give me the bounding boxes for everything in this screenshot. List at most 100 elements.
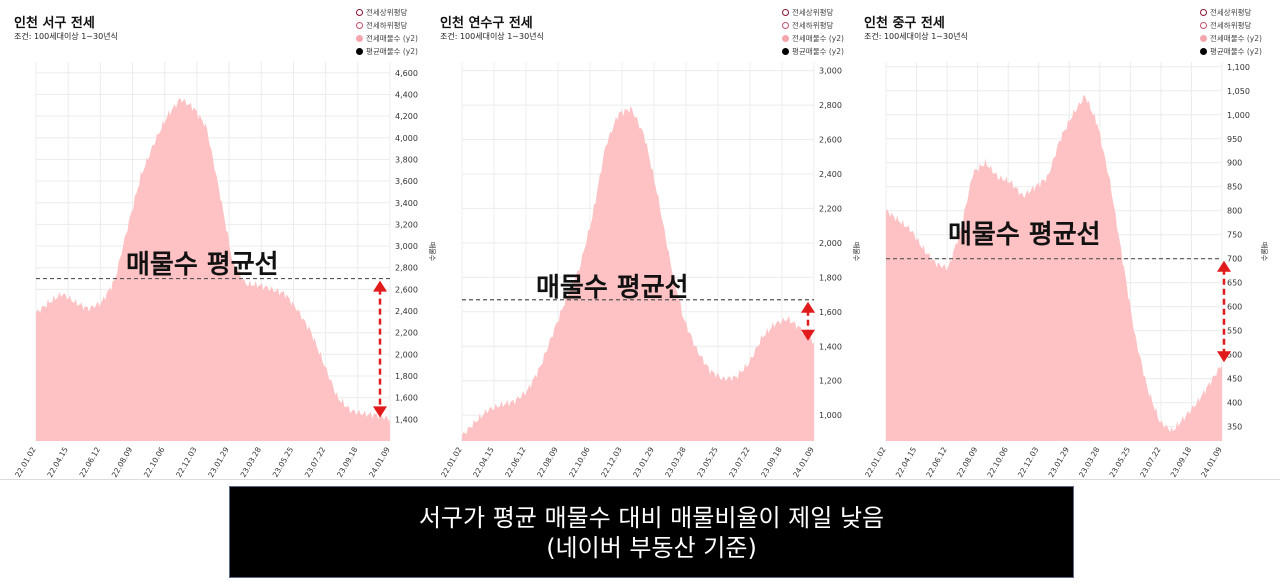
y-tick-label: 850 <box>1227 183 1242 192</box>
y-tick-label: 2,800 <box>395 264 418 273</box>
legend-label: 전세매물수 (y2) <box>792 34 844 43</box>
x-tick-label: 24.01.09 <box>367 445 392 479</box>
y-axis-label: 매물수 <box>1260 242 1268 262</box>
listings-area <box>886 95 1222 442</box>
chart-panel-yeonsu-gu: 인천 연수구 전세 조건: 100세대이상 1~30년식 1,000 1,200 1… <box>439 0 860 480</box>
arrow-up-icon <box>1217 260 1231 272</box>
y-axis-label: 매물수 <box>428 242 436 262</box>
average-line-label: 매물수 평균선 <box>126 250 279 280</box>
legend-item[interactable]: 전세매물수 (y2) <box>782 32 844 45</box>
y-tick-label: 450 <box>1227 375 1242 384</box>
arrow-down-icon <box>801 329 815 341</box>
x-tick-label: 23.05.25 <box>271 445 296 479</box>
listings-area <box>36 98 390 441</box>
legend-item[interactable]: 전세하위평당 <box>1200 19 1262 32</box>
x-tick-label: 22.10.06 <box>985 445 1010 479</box>
x-tick-label: 23.07.22 <box>727 445 752 479</box>
y-tick-label: 2,400 <box>819 170 842 179</box>
legend-item[interactable]: 전세상위평당 <box>782 6 844 19</box>
ring-marker-icon <box>1200 9 1207 16</box>
y-tick-label: 1,200 <box>819 377 842 386</box>
legend-item[interactable]: 전세상위평당 <box>1200 6 1262 19</box>
y-tick-label: 1,800 <box>819 273 842 282</box>
legend-label: 평균매물수 (y2) <box>366 47 418 56</box>
y-tick-label: 3,400 <box>395 199 418 208</box>
x-tick-label: 23.01.29 <box>1047 445 1072 479</box>
x-tick-label: 24.01.09 <box>791 445 816 479</box>
legend-label: 전세상위평당 <box>1210 8 1252 17</box>
y-tick-label: 2,000 <box>395 350 418 359</box>
y-tick-label: 350 <box>1227 423 1242 432</box>
y-tick-label: 1,050 <box>1227 87 1250 96</box>
x-tick-label: 22.06.12 <box>78 445 103 479</box>
legend: 전세상위평당 전세하위평당 전세매물수 (y2) 평균매물수 (y2) <box>782 6 844 58</box>
y-tick-label: 950 <box>1227 135 1242 144</box>
y-tick-label: 3,800 <box>395 155 418 164</box>
x-tick-label: 22.08.09 <box>955 445 980 479</box>
legend-label: 전세상위평당 <box>366 8 408 17</box>
y-tick-label: 650 <box>1227 279 1242 288</box>
legend-item[interactable]: 평균매물수 (y2) <box>1200 45 1262 58</box>
caption-line-1: 서구가 평균 매물수 대비 매물비율이 제일 낮음 <box>418 504 885 532</box>
x-tick-label: 23.01.29 <box>631 445 656 479</box>
legend-item[interactable]: 평균매물수 (y2) <box>356 45 418 58</box>
ring-marker-icon <box>356 9 363 16</box>
chart-title: 인천 중구 전세 <box>864 16 945 31</box>
arrow-down-icon <box>1217 351 1231 363</box>
x-tick-label: 23.03.28 <box>239 445 264 479</box>
y-tick-label: 2,600 <box>395 285 418 294</box>
legend-label: 전세하위평당 <box>1210 21 1252 30</box>
y-axis-label: 매물수 <box>852 242 860 262</box>
y-tick-label: 700 <box>1227 255 1242 264</box>
x-tick-label: 22.01.02 <box>439 445 464 479</box>
x-tick-label: 24.01.09 <box>1199 445 1224 479</box>
average-line-label: 매물수 평균선 <box>536 273 689 303</box>
y-tick-label: 1,600 <box>395 394 418 403</box>
x-tick-label: 22.04.15 <box>45 445 70 479</box>
divider <box>0 479 1280 480</box>
y-tick-label: 2,400 <box>395 307 418 316</box>
legend-item[interactable]: 전세매물수 (y2) <box>1200 32 1262 45</box>
x-tick-label: 22.04.15 <box>471 445 496 479</box>
dot-marker-icon <box>782 35 789 42</box>
y-tick-label: 600 <box>1227 303 1242 312</box>
x-tick-label: 22.10.06 <box>142 445 167 479</box>
x-tick-label: 23.03.28 <box>663 445 688 479</box>
dot-marker-icon <box>356 35 363 42</box>
chart-title: 인천 서구 전세 <box>14 16 95 31</box>
legend-label: 전세하위평당 <box>792 21 834 30</box>
x-tick-label: 23.05.25 <box>1108 445 1133 479</box>
x-tick-label: 23.09.18 <box>1169 445 1194 479</box>
x-tick-label: 22.01.02 <box>13 445 38 479</box>
ring-marker-icon <box>1200 22 1207 29</box>
dot-marker-icon <box>356 48 363 55</box>
arrow-up-icon <box>801 301 815 313</box>
listings-area <box>462 106 814 441</box>
y-tick-label: 4,400 <box>395 90 418 99</box>
legend-item[interactable]: 전세상위평당 <box>356 6 418 19</box>
y-tick-label: 4,200 <box>395 112 418 121</box>
chart-panel-seo-gu: 인천 서구 전세 조건: 100세대이상 1~30년식 1,400 1,600 1,… <box>13 0 436 480</box>
legend-item[interactable]: 전세하위평당 <box>782 19 844 32</box>
legend-label: 평균매물수 (y2) <box>792 47 844 56</box>
y-tick-label: 3,600 <box>395 177 418 186</box>
chart-panel-jung-gu: 인천 중구 전세 조건: 100세대이상 1~30년식 350 400 450 500… <box>863 0 1274 480</box>
x-tick-label: 22.10.06 <box>567 445 592 479</box>
legend-item[interactable]: 전세하위평당 <box>356 19 418 32</box>
y-tick-label: 1,100 <box>1227 63 1250 72</box>
legend-item[interactable]: 전세매물수 (y2) <box>356 32 418 45</box>
ring-marker-icon <box>356 22 363 29</box>
y-tick-label: 800 <box>1227 207 1242 216</box>
x-tick-label: 23.07.22 <box>303 445 328 479</box>
arrow-down-icon <box>373 406 387 418</box>
y-tick-label: 2,600 <box>819 136 842 145</box>
y-tick-label: 750 <box>1227 231 1242 240</box>
legend-label: 전세하위평당 <box>366 21 408 30</box>
legend-item[interactable]: 평균매물수 (y2) <box>782 45 844 58</box>
area-chart-yeonsu-gu: 1,000 1,200 1,400 1,600 1,800 2,000 2,200 2,400… <box>439 62 860 479</box>
y-tick-label: 1,600 <box>819 308 842 317</box>
y-tick-label: 4,600 <box>395 69 418 78</box>
x-tick-label: 22.06.12 <box>924 445 949 479</box>
arrow-up-icon <box>373 280 387 292</box>
x-tick-label: 22.12.03 <box>599 445 624 479</box>
